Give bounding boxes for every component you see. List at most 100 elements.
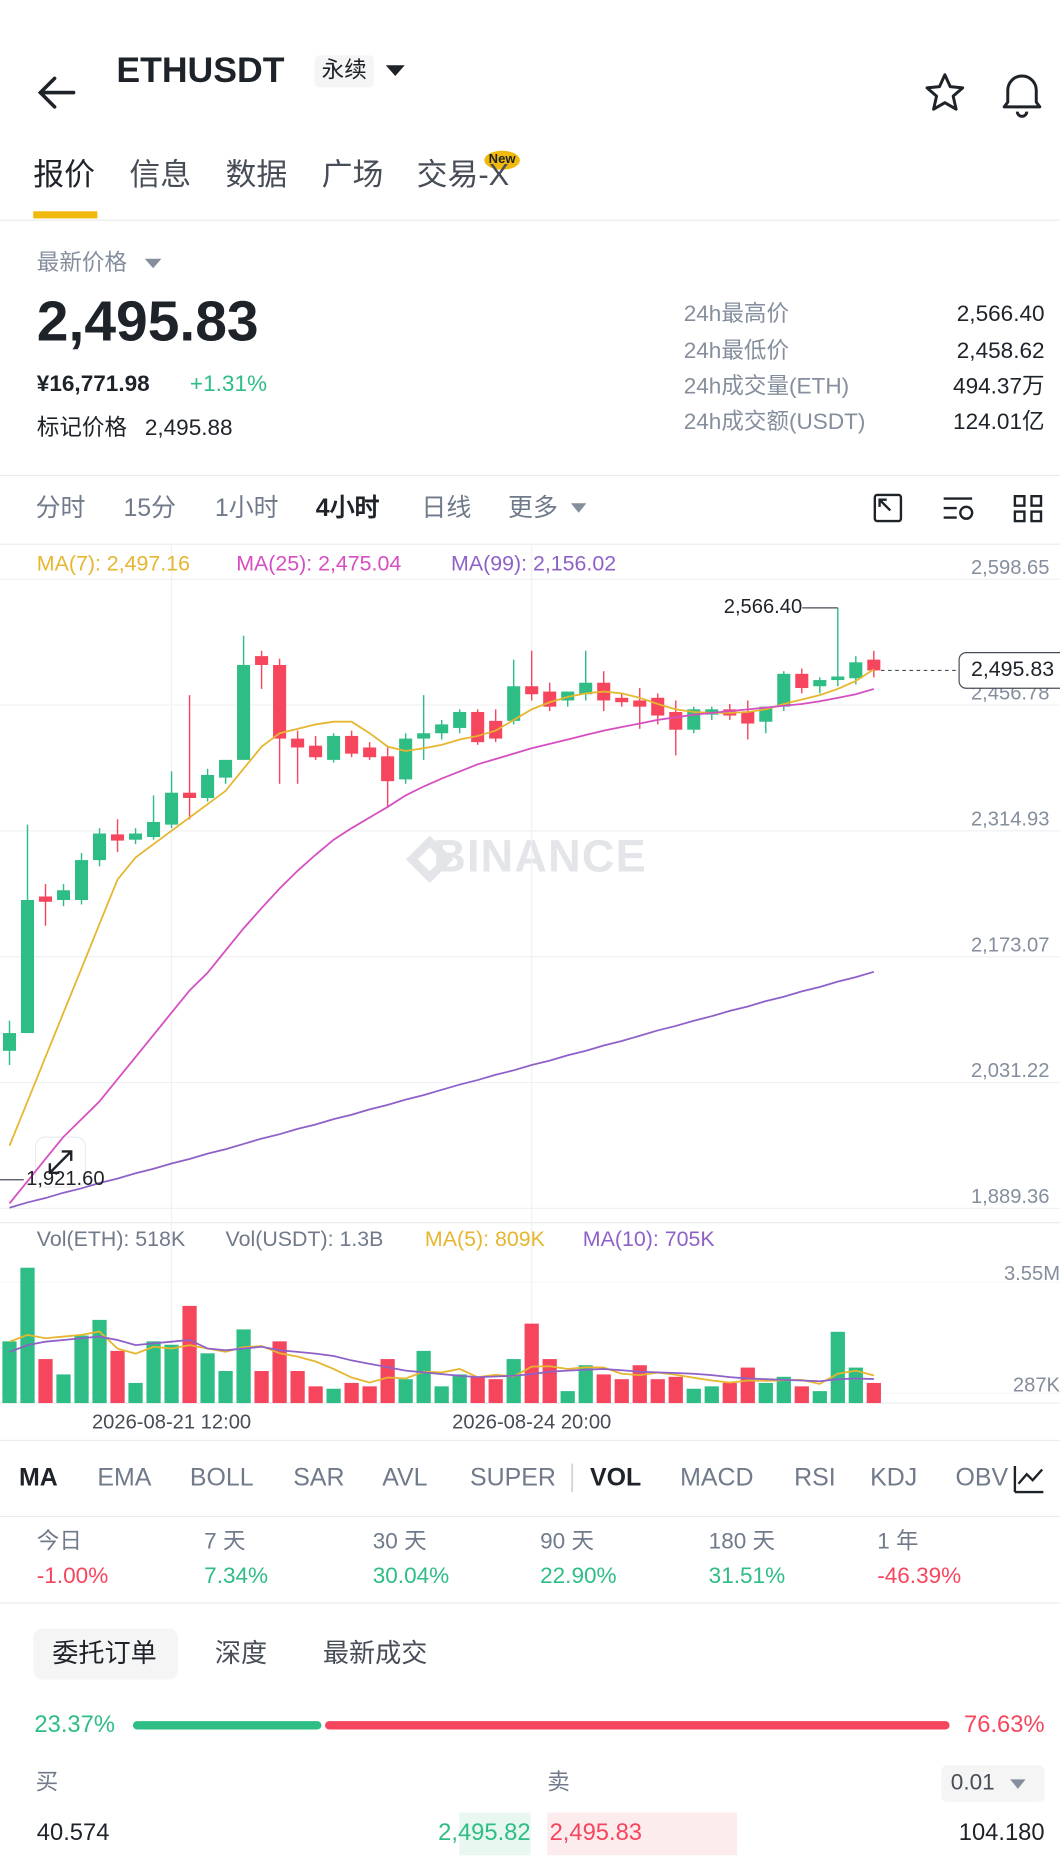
- price-label-dropdown[interactable]: [144, 258, 162, 269]
- volume-bar: [254, 1371, 269, 1404]
- order-tab-pill: [33, 1628, 179, 1680]
- low-label: 1,921.60: [26, 1168, 104, 1190]
- timeframe[interactable]: 更多: [508, 494, 558, 522]
- volume-bar: [218, 1371, 233, 1404]
- candle-body: [795, 673, 809, 689]
- candle-body: [741, 711, 755, 724]
- candle-body: [291, 738, 305, 748]
- period-change: -1.00%: [36, 1563, 109, 1589]
- legend-item: MA(25): 2,475.04: [236, 552, 401, 576]
- period-label: 1 年: [877, 1529, 919, 1555]
- indicator-tab[interactable]: OBV: [955, 1464, 1009, 1492]
- expand-chart-button[interactable]: [35, 1136, 87, 1188]
- step-select[interactable]: [941, 1765, 1045, 1802]
- indicator-tab[interactable]: RSI: [794, 1464, 836, 1492]
- tab[interactable]: 数据: [225, 156, 288, 193]
- tab[interactable]: 报价: [33, 156, 95, 193]
- chart-tool-icons[interactable]: [873, 493, 1043, 523]
- x-tick-label: 2026-08-21 12:00: [92, 1412, 251, 1434]
- volume-bar: [614, 1379, 629, 1404]
- volume-bar: [434, 1386, 449, 1404]
- y-tick-label: 2,173.07: [971, 934, 1049, 956]
- sell-ratio-bar: [324, 1721, 950, 1730]
- indicator-tab[interactable]: VOL: [589, 1464, 642, 1492]
- period-change: 7.34%: [204, 1563, 269, 1589]
- timeframe[interactable]: 日线: [421, 494, 472, 522]
- candle-body: [615, 697, 629, 703]
- order-tab[interactable]: 最新成交: [322, 1638, 428, 1668]
- ma-line: [9, 1330, 875, 1385]
- stat-value: 2,458.62: [956, 338, 1045, 364]
- indicator-tab[interactable]: SAR: [293, 1464, 345, 1492]
- volume-bar: [452, 1374, 467, 1404]
- price-label: 最新价格: [36, 251, 128, 276]
- favorite-star[interactable]: [925, 73, 965, 111]
- divider: [0, 1602, 1060, 1604]
- timeframe[interactable]: 1小时: [214, 494, 279, 522]
- timeframe[interactable]: 4小时: [315, 494, 380, 522]
- y-tick-label: 2,598.65: [971, 557, 1049, 579]
- step-value[interactable]: 0.01: [950, 1770, 995, 1796]
- volume-bar: [344, 1382, 359, 1404]
- candle-body: [2, 1033, 17, 1051]
- back-button[interactable]: [37, 76, 76, 109]
- order-tab[interactable]: 深度: [214, 1638, 268, 1668]
- volume-bar: [272, 1341, 287, 1404]
- stat-label: 24h成交量(ETH): [683, 374, 850, 400]
- volume-bar: [560, 1391, 575, 1404]
- alert-bell[interactable]: [1002, 74, 1042, 118]
- bid-header: 买: [35, 1770, 59, 1796]
- volume-bar: [236, 1329, 251, 1404]
- stat-value: 494.37万: [953, 374, 1045, 400]
- candle-body: [525, 686, 539, 695]
- candle-body: [417, 733, 431, 739]
- candle-body: [705, 709, 719, 715]
- volume-bar: [128, 1382, 143, 1404]
- last-price-label: 2,495.83: [971, 657, 1054, 681]
- volume-label: Vol(ETH): 518K: [37, 1227, 185, 1251]
- mark-label: 标记价格: [36, 416, 128, 441]
- volume-bar: [722, 1382, 737, 1404]
- candle-body: [633, 700, 647, 707]
- candle-body: [56, 890, 71, 901]
- volume-bar: [596, 1374, 611, 1404]
- new-badge: New: [488, 152, 516, 167]
- candle-body: [669, 711, 683, 730]
- tab[interactable]: 信息: [129, 156, 192, 193]
- indicator-tab[interactable]: MA: [18, 1464, 58, 1492]
- tab[interactable]: 广场: [321, 156, 384, 193]
- ma-line: [8, 668, 875, 1147]
- indicator-tab[interactable]: AVL: [382, 1464, 428, 1492]
- y-tick-label: 2,314.93: [971, 809, 1049, 831]
- candle-body: [129, 833, 143, 840]
- indicator-tab[interactable]: SUPER: [470, 1464, 556, 1492]
- timeframe[interactable]: 分时: [35, 494, 86, 522]
- more-dropdown[interactable]: [570, 503, 587, 513]
- volume-bar: [92, 1319, 107, 1404]
- stat-value: 2,566.40: [956, 302, 1045, 328]
- cny-price: ¥16,771.98: [36, 372, 150, 398]
- volume-bar: [866, 1382, 881, 1404]
- timeframe[interactable]: 15分: [123, 494, 177, 522]
- tab[interactable]: 交易-X: [416, 156, 510, 193]
- indicator-tab[interactable]: KDJ: [870, 1464, 918, 1492]
- stat-label: 24h成交额(USDT): [683, 410, 866, 436]
- indicator-tab[interactable]: EMA: [97, 1464, 152, 1492]
- candle-body: [74, 860, 89, 901]
- candle-body: [327, 735, 341, 760]
- order-tab[interactable]: 委托订单: [52, 1638, 157, 1668]
- symbol-dropdown[interactable]: [385, 65, 405, 76]
- indicator-settings-icon[interactable]: [1013, 1465, 1044, 1494]
- y-tick-label: 2,031.22: [971, 1060, 1049, 1082]
- indicator-tab[interactable]: MACD: [680, 1464, 754, 1492]
- volume-bar: [74, 1335, 89, 1404]
- period-label: 180 天: [708, 1529, 776, 1555]
- divider: [0, 1439, 1060, 1442]
- buy-ratio-bar: [132, 1721, 322, 1730]
- indicator-tab[interactable]: BOLL: [189, 1464, 254, 1492]
- ask-price: 2,495.83: [549, 1819, 643, 1846]
- bid-price: 2,495.82: [438, 1819, 531, 1846]
- volume-bar: [740, 1367, 755, 1404]
- volume-bar: [146, 1341, 161, 1404]
